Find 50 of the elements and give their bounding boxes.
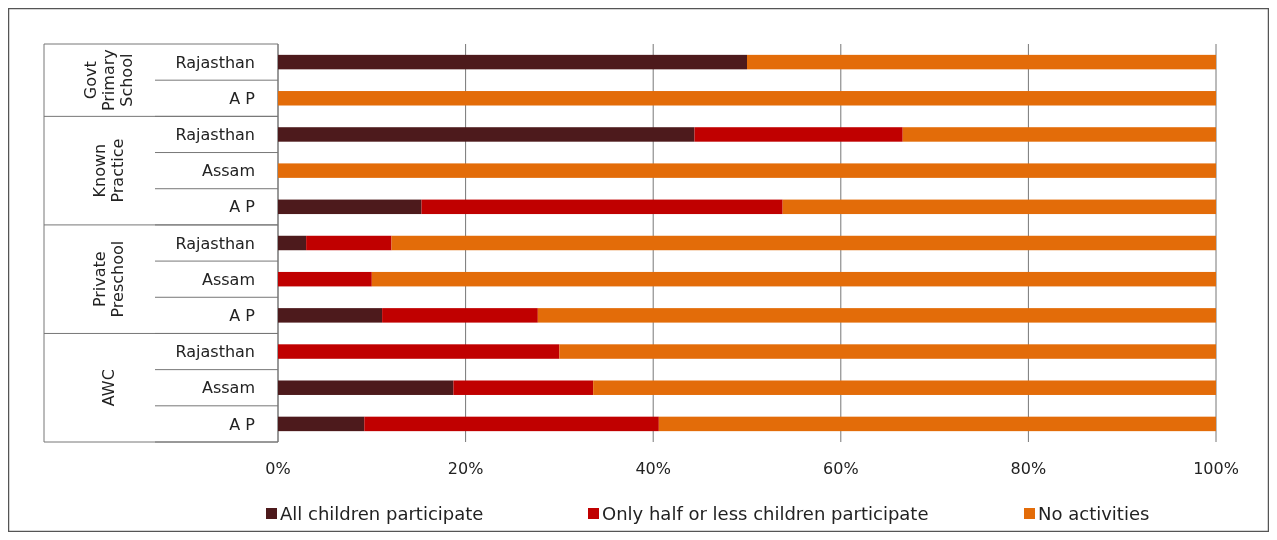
bar [278,344,560,359]
text: Govt Primary School [80,49,136,112]
legend-label: No activities [1038,503,1150,525]
bar [278,235,307,251]
bar [421,199,783,215]
y-tick-label: Rajasthan [175,342,255,362]
bar [278,91,1216,106]
y-tick-label: A P [229,88,256,108]
y-tick-label: Rajasthan [175,52,255,72]
y-tick-label: A P [229,414,256,434]
x-tick-label: 20% [447,458,484,478]
bar [278,271,372,287]
bar [278,163,1216,178]
y-tick-label: Rajasthan [175,125,255,145]
bar [278,54,747,70]
bar [278,127,695,142]
bar [782,199,1216,215]
x-tick-label: 100% [1193,458,1239,478]
y-tick-label: Assam [201,161,255,181]
bar [278,199,422,215]
y-tick-label: A P [229,197,256,217]
x-tick-label: 60% [823,458,859,478]
bar [364,416,659,432]
text: Private Preschool [89,240,127,318]
x-tick-label: 40% [635,458,671,478]
bar [278,380,454,395]
y-tick-label: Assam [201,269,255,289]
x-tick-label: 0% [265,458,291,478]
bar [278,308,383,323]
y-tick-label: Rajasthan [175,233,255,253]
legend-label: Only half or less children participate [602,503,929,525]
y-tick-label: Assam [201,378,255,398]
bar [902,127,1216,142]
y-tick-label: A P [229,305,256,325]
bar [559,344,1216,359]
text: AWC [98,369,118,407]
bar [391,235,1216,251]
bar [382,308,538,323]
bar [593,380,1216,395]
bar [658,416,1216,432]
bar [747,54,1216,70]
bar [371,271,1216,287]
bar [306,235,392,251]
bar [278,416,365,432]
bar [537,308,1216,323]
x-tick-label: 80% [1010,458,1047,478]
legend-label: All children participate [280,503,484,525]
bar [694,127,903,142]
text: Known Practice [89,138,127,203]
bar [453,380,594,395]
